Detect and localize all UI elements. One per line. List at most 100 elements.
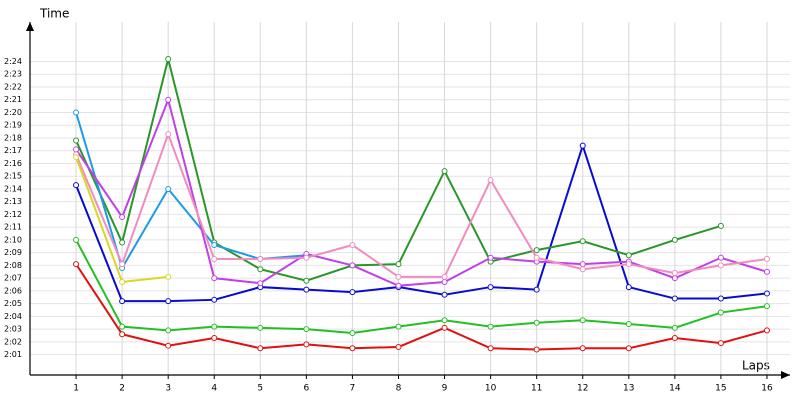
data-point (119, 298, 126, 305)
data-point (349, 242, 356, 249)
x-tick-label: 6 (303, 384, 309, 394)
data-point (717, 222, 724, 229)
data-point (441, 317, 448, 324)
data-point (487, 254, 494, 261)
y-tick-label: 2:01 (4, 350, 22, 359)
data-point (165, 96, 172, 103)
data-point (763, 290, 770, 297)
data-point (671, 295, 678, 302)
data-point (303, 341, 310, 348)
data-point (487, 284, 494, 291)
data-point (73, 109, 80, 116)
y-tick-label: 2:16 (4, 159, 22, 168)
y-tick-label: 2:19 (4, 121, 22, 130)
data-point (717, 262, 724, 269)
y-tick-label: 2:15 (4, 172, 22, 181)
y-tick-label: 2:14 (4, 184, 22, 193)
data-point (349, 345, 356, 352)
x-tick-label: 16 (761, 384, 773, 394)
series-line (75, 131, 768, 278)
data-point (165, 55, 172, 62)
data-point (395, 261, 402, 268)
data-point (119, 323, 126, 330)
data-point (73, 137, 80, 144)
y-tick-label: 2:21 (4, 95, 22, 104)
data-point (165, 131, 172, 138)
data-point (625, 261, 632, 268)
data-point (211, 296, 218, 303)
data-point (395, 273, 402, 280)
data-point (441, 291, 448, 298)
data-point (73, 154, 80, 161)
data-point (303, 326, 310, 333)
data-point (211, 275, 218, 282)
y-tick-label: 2:13 (4, 197, 22, 206)
data-point (73, 182, 80, 189)
y-axis-title: Time (39, 7, 69, 21)
y-tick-label: 2:17 (4, 146, 22, 155)
y-tick-label: 2:05 (4, 299, 22, 308)
data-point (717, 295, 724, 302)
data-point (119, 278, 126, 285)
data-point (73, 261, 80, 268)
data-point (349, 262, 356, 269)
data-point (303, 254, 310, 261)
data-point (671, 236, 678, 243)
data-point (533, 346, 540, 353)
data-point (533, 254, 540, 261)
data-point (579, 238, 586, 245)
data-point (441, 273, 448, 280)
y-tick-label: 2:24 (4, 57, 22, 66)
y-tick-label: 2:02 (4, 337, 22, 346)
x-tick-label: 3 (165, 384, 171, 394)
data-point (303, 277, 310, 284)
data-point (165, 298, 172, 305)
y-tick-label: 2:04 (4, 312, 22, 321)
data-point (487, 323, 494, 330)
data-point (165, 273, 172, 280)
x-axis-arrow (781, 371, 790, 379)
x-tick-label: 10 (485, 384, 497, 394)
data-point (533, 319, 540, 326)
data-point (579, 142, 586, 149)
data-point (119, 261, 126, 268)
y-tick-label: 2:10 (4, 235, 22, 244)
data-point (579, 317, 586, 324)
data-point (395, 282, 402, 289)
x-tick-label: 14 (669, 384, 681, 394)
y-tick-label: 2:06 (4, 286, 22, 295)
data-point (579, 261, 586, 268)
data-point (671, 270, 678, 277)
x-axis-title: Laps (742, 359, 770, 373)
x-tick-label: 5 (257, 384, 263, 394)
data-point (671, 275, 678, 282)
data-point (763, 256, 770, 263)
x-tick-label: 1 (73, 384, 79, 394)
data-point (625, 321, 632, 328)
data-point (211, 335, 218, 342)
data-point (763, 327, 770, 334)
data-point (257, 324, 264, 331)
x-tick-label: 13 (623, 384, 634, 394)
data-point (165, 185, 172, 192)
x-tick-label: 12 (577, 384, 588, 394)
data-point (257, 345, 264, 352)
x-tick-label: 15 (715, 384, 726, 394)
data-point (441, 324, 448, 331)
data-point (717, 340, 724, 347)
data-point (487, 345, 494, 352)
data-point (671, 335, 678, 342)
data-point (349, 329, 356, 336)
series-line (75, 142, 768, 303)
y-tick-label: 2:20 (4, 108, 22, 117)
data-point (257, 266, 264, 273)
y-tick-label: 2:11 (4, 223, 22, 232)
y-axis-arrow (26, 22, 34, 31)
data-point (533, 286, 540, 293)
x-tick-label: 9 (442, 384, 448, 394)
data-point (763, 268, 770, 275)
data-point (441, 168, 448, 175)
data-point (395, 323, 402, 330)
data-point (257, 280, 264, 287)
data-point (579, 345, 586, 352)
